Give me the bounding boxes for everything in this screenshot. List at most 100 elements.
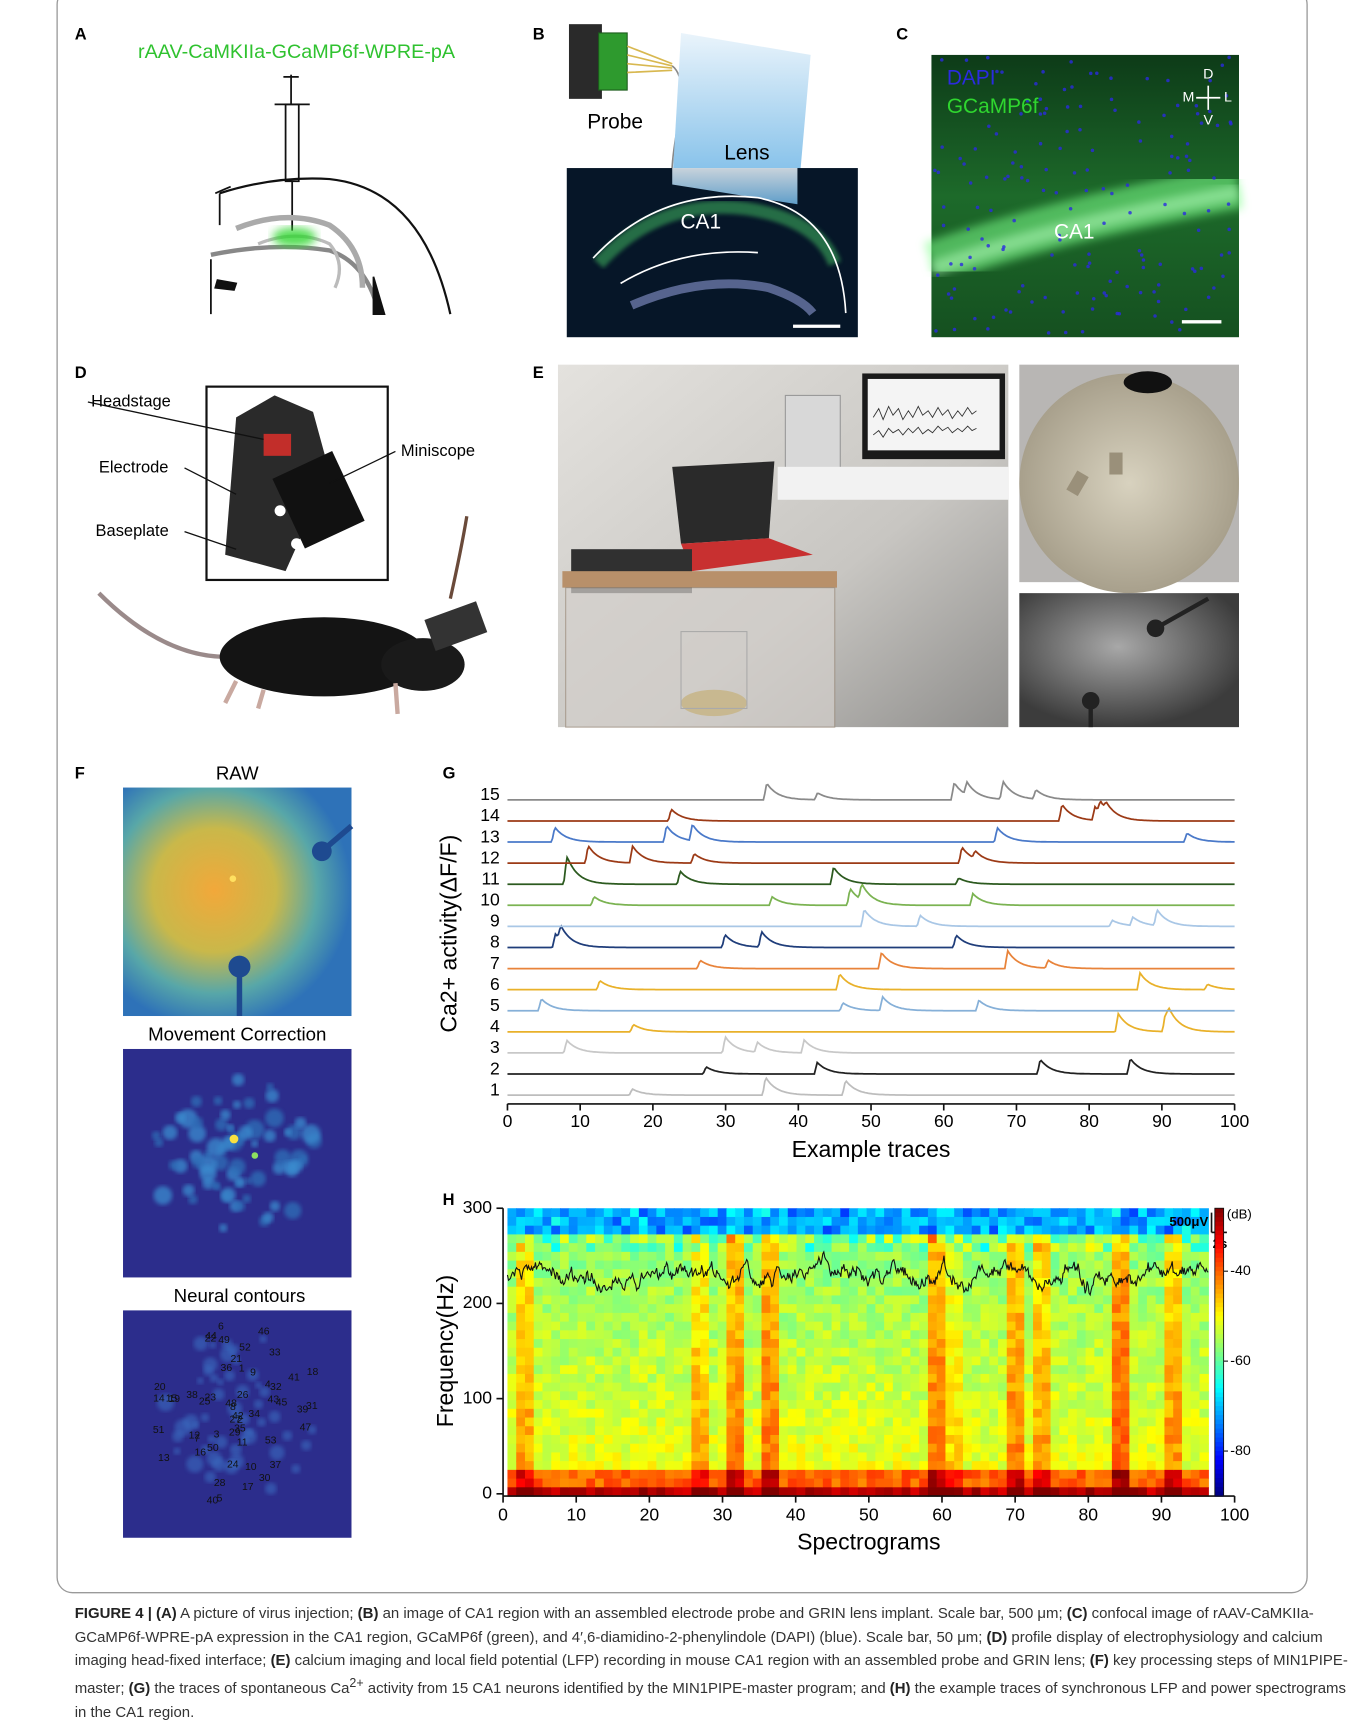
spectrogram-cell bbox=[1103, 1356, 1112, 1365]
nucleus bbox=[965, 58, 969, 62]
spectrogram-cell bbox=[910, 1383, 919, 1392]
spectrogram-cell bbox=[1042, 1217, 1051, 1226]
spectrogram-cell bbox=[621, 1391, 630, 1400]
spectrogram-cell bbox=[1042, 1261, 1051, 1270]
spectrogram-cell bbox=[849, 1217, 858, 1226]
spectrogram-cell bbox=[560, 1226, 569, 1235]
spectrogram-cell bbox=[867, 1322, 876, 1331]
spectrogram-cell bbox=[1051, 1348, 1060, 1357]
spectrogram-cell bbox=[945, 1304, 954, 1313]
spectrogram-cell bbox=[779, 1295, 788, 1304]
spectrogram-cell bbox=[569, 1374, 578, 1383]
spectrogram-cell bbox=[1173, 1252, 1182, 1261]
spectrogram-cell bbox=[560, 1295, 569, 1304]
y-tick-label: 300 bbox=[463, 1197, 493, 1217]
spectrogram-cell bbox=[972, 1234, 981, 1243]
spectrogram-cell bbox=[639, 1330, 648, 1339]
spectrogram-cell bbox=[735, 1470, 744, 1479]
spectrogram-cell bbox=[1033, 1243, 1042, 1252]
spectrogram-cell bbox=[639, 1452, 648, 1461]
spectrogram-cell bbox=[1077, 1330, 1086, 1339]
nucleus bbox=[942, 205, 946, 209]
spectrogram-cell bbox=[1121, 1234, 1130, 1243]
spectrogram-cell bbox=[630, 1470, 639, 1479]
spectrogram-cell bbox=[980, 1295, 989, 1304]
spectrogram-cell bbox=[761, 1374, 770, 1383]
spectrogram-cell bbox=[1147, 1322, 1156, 1331]
blob bbox=[255, 1382, 262, 1389]
spectrogram-cell bbox=[1191, 1418, 1200, 1427]
spectrogram-cell bbox=[507, 1418, 516, 1427]
spectrogram-cell bbox=[683, 1400, 692, 1409]
colorbar-cell bbox=[1215, 1271, 1224, 1276]
spectrogram-cell bbox=[648, 1391, 657, 1400]
spectrogram-cell bbox=[832, 1461, 841, 1470]
spectrogram-cell bbox=[1138, 1339, 1147, 1348]
spectrogram-cell bbox=[516, 1444, 525, 1453]
blob bbox=[263, 1212, 274, 1223]
spectrogram-cell bbox=[928, 1313, 937, 1322]
spectrogram-cell bbox=[700, 1356, 709, 1365]
spectrogram-cell bbox=[989, 1295, 998, 1304]
contour-label: 25 bbox=[199, 1397, 211, 1408]
spectrogram-cell bbox=[1138, 1234, 1147, 1243]
spectrogram-cell bbox=[963, 1295, 972, 1304]
spectrogram-cell bbox=[1112, 1435, 1121, 1444]
spectrogram-cell bbox=[832, 1295, 841, 1304]
spectrogram-cell bbox=[1016, 1348, 1025, 1357]
nucleus bbox=[1207, 209, 1211, 213]
spectrogram-cell bbox=[1182, 1278, 1191, 1287]
spectrogram-cell bbox=[1051, 1418, 1060, 1427]
spectrogram-cell bbox=[867, 1470, 876, 1479]
spectrogram-cell bbox=[1156, 1322, 1165, 1331]
spectrogram-cell bbox=[963, 1226, 972, 1235]
spectrogram-cell bbox=[1086, 1374, 1095, 1383]
spectrogram-cell bbox=[1147, 1374, 1156, 1383]
spectrogram-cell bbox=[534, 1278, 543, 1287]
spectrogram-cell bbox=[683, 1426, 692, 1435]
spectrogram-cell bbox=[1182, 1339, 1191, 1348]
spectrogram-cell bbox=[1016, 1304, 1025, 1313]
spectrogram-cell bbox=[884, 1313, 893, 1322]
movement-corrected-frame bbox=[123, 1049, 351, 1277]
spectrogram-cell bbox=[507, 1322, 516, 1331]
nucleus bbox=[1115, 271, 1119, 275]
spectrogram-chart: H500μV2s01002003000102030405060708090100… bbox=[432, 1191, 1252, 1554]
spectrogram-cell bbox=[551, 1295, 560, 1304]
spectrogram-cell bbox=[963, 1452, 972, 1461]
blob bbox=[183, 1414, 198, 1429]
spectrogram-cell bbox=[849, 1409, 858, 1418]
spectrogram-cell bbox=[700, 1287, 709, 1296]
spectrogram-cell bbox=[648, 1295, 657, 1304]
spectrogram-cell bbox=[805, 1365, 814, 1374]
nucleus bbox=[1183, 212, 1187, 216]
spectrogram-cell bbox=[595, 1426, 604, 1435]
spectrogram-cell bbox=[884, 1383, 893, 1392]
spectrogram-cell bbox=[569, 1435, 578, 1444]
spectrogram-cell bbox=[1007, 1339, 1016, 1348]
spectrogram-cell bbox=[507, 1365, 516, 1374]
spectrogram-cell bbox=[735, 1400, 744, 1409]
spectrogram-cell bbox=[1191, 1287, 1200, 1296]
spectrogram-cell bbox=[998, 1365, 1007, 1374]
spectrogram-cell bbox=[928, 1304, 937, 1313]
spectrogram-cell bbox=[875, 1234, 884, 1243]
trace bbox=[507, 1060, 1234, 1074]
spectrogram-cell bbox=[621, 1479, 630, 1488]
spectrogram-cell bbox=[928, 1287, 937, 1296]
spectrogram-cell bbox=[542, 1426, 551, 1435]
spectrogram-cell bbox=[507, 1374, 516, 1383]
spectrogram-cell bbox=[823, 1418, 832, 1427]
spectrogram-cell bbox=[1077, 1383, 1086, 1392]
spectrogram-cell bbox=[578, 1452, 587, 1461]
spectrogram-cell bbox=[656, 1339, 665, 1348]
nucleus bbox=[1227, 251, 1231, 255]
spectrogram-cell bbox=[1077, 1374, 1086, 1383]
spectrogram-cell bbox=[761, 1322, 770, 1331]
spectrogram-cell bbox=[709, 1365, 718, 1374]
spectrogram-cell bbox=[1156, 1339, 1165, 1348]
spectrogram-cell bbox=[928, 1261, 937, 1270]
spectrogram-cell bbox=[884, 1400, 893, 1409]
spectrogram-cell bbox=[910, 1339, 919, 1348]
spectrogram-cell bbox=[779, 1383, 788, 1392]
